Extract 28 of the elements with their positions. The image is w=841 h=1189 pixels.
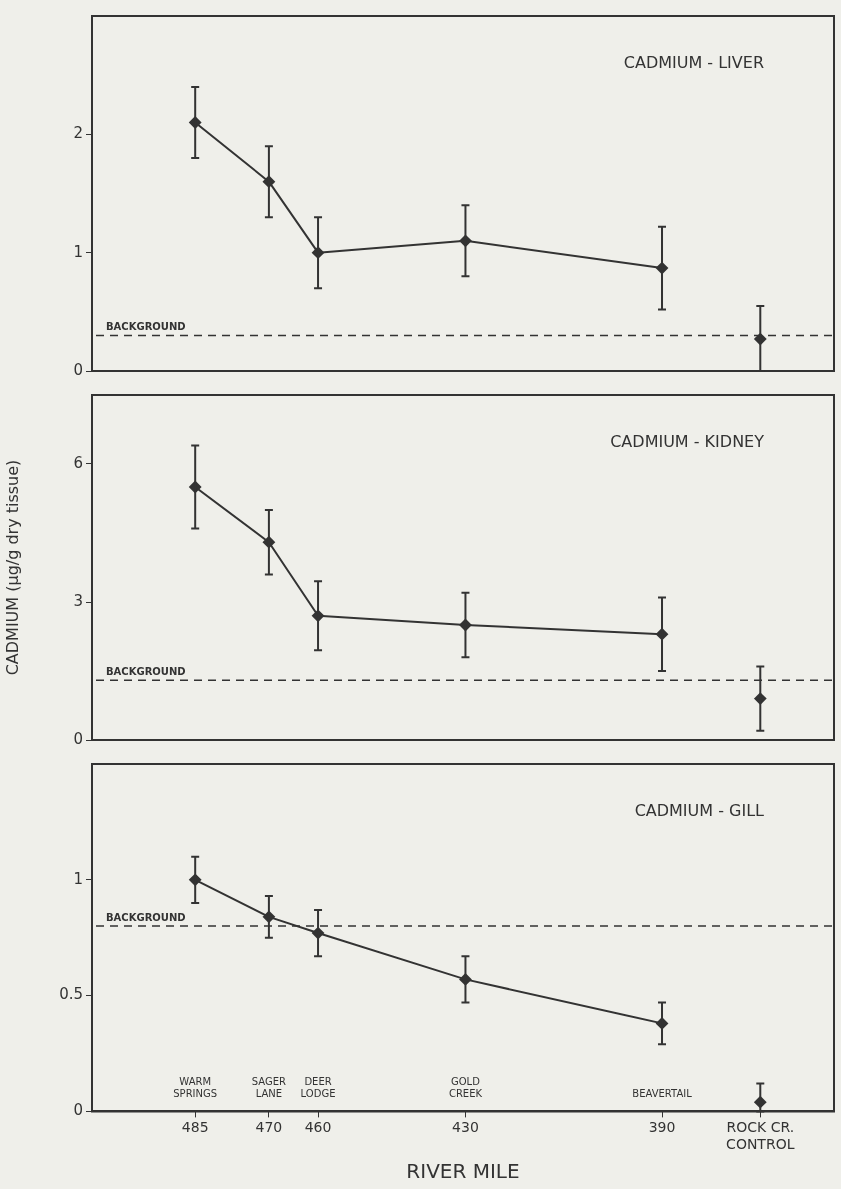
text: CADMIUM - KIDNEY (610, 432, 765, 452)
x-axis-title: RIVER MILE (406, 1159, 520, 1184)
y-tick-label: 3 (73, 591, 83, 610)
y-tick-label: 2 (73, 124, 83, 143)
text: CADMIUM - LIVER (623, 53, 764, 73)
ref-line-label: BACKGROUND (106, 911, 186, 923)
x-tick-label: 485 (181, 1119, 209, 1136)
ref-line-label: BACKGROUND (106, 665, 186, 677)
y-tick-label: 0 (73, 729, 83, 748)
annotation: WARM SPRINGS (173, 1075, 218, 1099)
y-tick-label: 1 (73, 869, 83, 888)
y-axis-title: CADMIUM (µg/g dry tissue) (2, 459, 22, 676)
x-tick-label: 390 (648, 1119, 676, 1136)
y-tick-label: 0.5 (59, 985, 83, 1004)
annotation: GOLD CREEK (448, 1075, 483, 1099)
annotation: DEER LODGE (300, 1075, 336, 1099)
x-tick-label: 460 (304, 1119, 332, 1136)
annotation: SAGER LANE (251, 1075, 287, 1099)
x-tick-label: ROCK CR. CONTROL (726, 1119, 795, 1153)
text: CADMIUM - GILL (634, 801, 765, 821)
ref-line-label: BACKGROUND (106, 321, 186, 333)
y-tick-label: 1 (73, 242, 83, 261)
y-tick-label: 0 (73, 360, 83, 379)
x-tick-label: 430 (452, 1119, 479, 1136)
annotation: BEAVERTAIL (632, 1087, 693, 1099)
y-tick-label: 6 (73, 453, 83, 472)
x-tick-label: 470 (255, 1119, 283, 1136)
y-tick-label: 0 (73, 1101, 83, 1120)
